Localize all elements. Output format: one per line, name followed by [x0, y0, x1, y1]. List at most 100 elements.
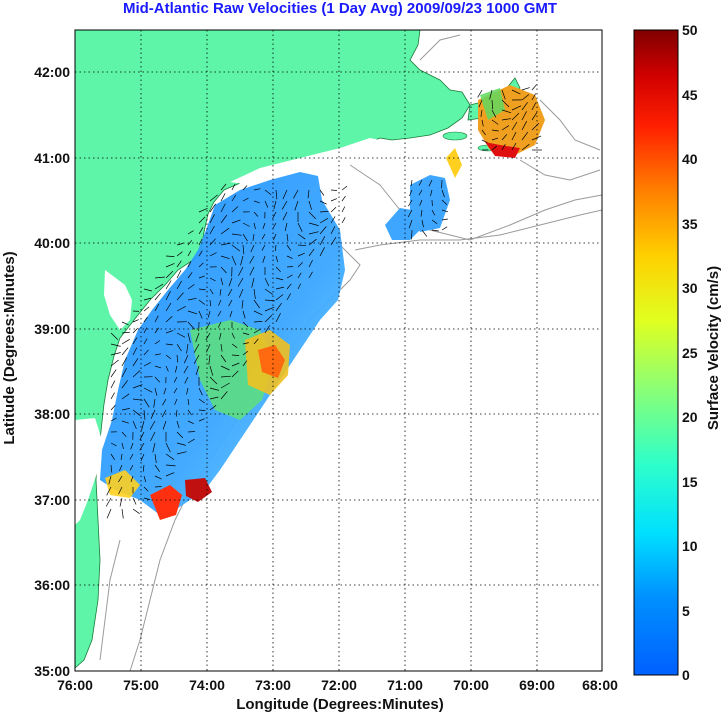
velocity-vector [162, 398, 167, 406]
y-tick-label: 38:00 [34, 406, 70, 422]
velocity-vector [187, 272, 193, 279]
velocity-vector [121, 442, 124, 449]
velocity-vector [176, 270, 182, 279]
velocity-vector [242, 222, 250, 227]
velocity-vector [154, 276, 165, 279]
velocity-vector [330, 198, 338, 202]
velocity-vector [408, 219, 413, 229]
velocity-vector [121, 420, 129, 424]
velocity-vector [198, 238, 203, 246]
velocity-vector [152, 442, 156, 453]
y-tick-label: 40:00 [34, 235, 70, 251]
velocity-vector [491, 109, 497, 118]
velocity-vector [187, 409, 192, 416]
velocity-vector [165, 291, 171, 301]
velocity-vector [242, 197, 249, 202]
velocity-vector [511, 121, 518, 131]
velocity-vector [132, 508, 140, 514]
velocity-vector [139, 442, 145, 451]
velocity-vector [150, 431, 156, 442]
velocity-vector [154, 327, 160, 334]
velocity-vector [187, 310, 198, 315]
x-tick-label: 72:00 [321, 677, 357, 693]
velocity-vector [308, 248, 315, 257]
velocity-vector [220, 183, 227, 191]
velocity-vector [264, 200, 269, 208]
velocity-vector [253, 222, 256, 230]
colorbar-tick-label: 30 [682, 280, 698, 296]
velocity-vector [165, 263, 175, 268]
velocity-vector [150, 409, 156, 419]
velocity-vector [220, 375, 231, 378]
velocity-vector [409, 189, 413, 197]
velocity-vector [262, 222, 266, 229]
velocity-vector [341, 206, 346, 213]
velocity-vector [176, 431, 184, 439]
velocity-vector [209, 214, 215, 224]
velocity-vector [238, 288, 244, 298]
velocity-vector [198, 227, 204, 235]
velocity-vector [154, 453, 157, 463]
velocity-vector [418, 179, 423, 186]
velocity-vector [186, 343, 189, 354]
velocity-vector [511, 142, 517, 151]
plot-area [75, 30, 602, 671]
velocity-vector [118, 475, 123, 483]
velocity-vector [521, 131, 529, 141]
velocity-vector [272, 211, 277, 219]
velocity-vector [154, 340, 161, 345]
velocity-vector [187, 240, 193, 246]
velocity-vector [121, 357, 128, 367]
velocity-vector [110, 404, 116, 411]
velocity-vector [238, 266, 244, 277]
velocity-vector [143, 409, 146, 420]
velocity-vector [139, 431, 145, 441]
velocity-vector [218, 299, 222, 306]
velocity-vector [132, 420, 137, 430]
velocity-vector [154, 486, 162, 488]
velocity-vector [253, 188, 261, 191]
velocity-vector [491, 145, 497, 151]
velocity-vector [165, 365, 169, 372]
velocity-vector [501, 89, 506, 100]
colorbar-gradient [633, 29, 679, 676]
velocity-vector [173, 387, 178, 394]
velocity-vector [319, 226, 327, 235]
grid-lines [75, 30, 602, 671]
velocity-vector [165, 453, 175, 460]
velocity-vector [198, 275, 205, 279]
x-tick-label: 71:00 [387, 677, 423, 693]
velocity-vector [441, 199, 448, 206]
velocity-vector [220, 266, 227, 274]
velocity-vector [209, 194, 218, 202]
velocity-vector [110, 352, 121, 356]
velocity-vector [419, 199, 423, 206]
velocity-vector [220, 365, 230, 371]
velocity-vector [286, 293, 292, 301]
velocity-vector [154, 353, 161, 356]
velocity-vector [121, 368, 127, 378]
velocity-vector [521, 94, 530, 101]
velocity-vector [242, 321, 249, 328]
velocity-vector [407, 209, 413, 218]
velocity-vector [119, 464, 123, 471]
velocity-vector [132, 370, 141, 378]
velocity-vector [282, 211, 288, 221]
velocity-vector [441, 209, 449, 213]
velocity-vector [209, 252, 217, 257]
velocity-vector [264, 306, 275, 312]
velocity-vector [501, 134, 508, 141]
velocity-vector [231, 343, 238, 348]
velocity-vector [162, 420, 167, 430]
velocity-vector [220, 343, 223, 352]
velocity-vector [220, 227, 230, 235]
colorbar-tick-label: 20 [682, 409, 698, 425]
velocity-vector [209, 396, 219, 400]
velocity-vector [207, 310, 211, 318]
velocity-vector [441, 189, 445, 198]
x-tick-label: 68:00 [582, 677, 618, 693]
velocity-vector [208, 354, 211, 365]
velocity-vector [273, 200, 277, 210]
velocity-vector [330, 189, 338, 191]
velocity-vector [227, 288, 233, 297]
